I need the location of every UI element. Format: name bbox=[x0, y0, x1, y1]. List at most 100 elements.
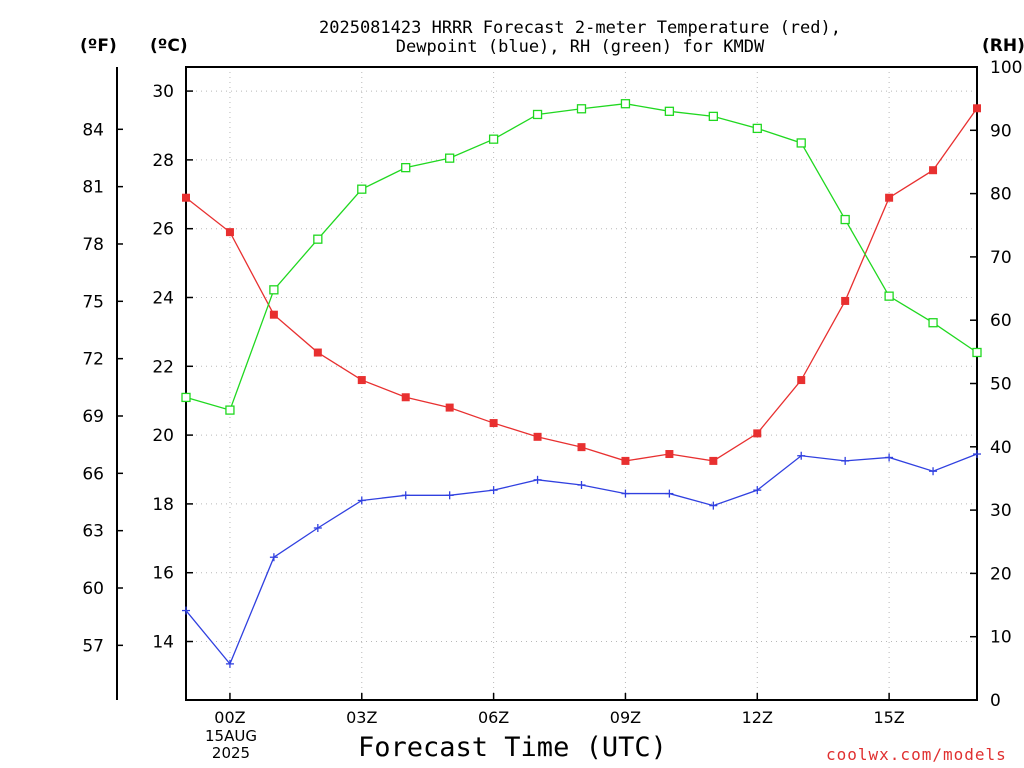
celsius-unit-label: (ºC) bbox=[150, 36, 188, 56]
celsius-tick-label: 26 bbox=[152, 220, 174, 240]
rh-point bbox=[225, 405, 235, 415]
rh-tick-label: 100 bbox=[990, 58, 1022, 78]
rh-point bbox=[313, 234, 323, 244]
temperature-point bbox=[182, 193, 190, 202]
fahrenheit-tick-label: 78 bbox=[82, 235, 104, 255]
rh-point bbox=[488, 134, 499, 144]
fahrenheit-unit-label: (ºF) bbox=[80, 36, 117, 56]
dewpoint-point bbox=[489, 486, 498, 495]
x-tick-label: 12Z bbox=[742, 708, 773, 727]
celsius-tick-label: 30 bbox=[152, 82, 174, 102]
watermark-link[interactable]: coolwx.com/models bbox=[826, 745, 1007, 764]
dewpoint-point bbox=[269, 553, 278, 562]
temperature-point bbox=[533, 432, 542, 441]
rh-point bbox=[576, 104, 587, 114]
rh-tick-label: 40 bbox=[990, 438, 1012, 458]
fahrenheit-tick-label: 84 bbox=[82, 120, 104, 140]
rh-tick-label: 90 bbox=[990, 121, 1012, 141]
dewpoint-point bbox=[973, 450, 981, 459]
temperature-point bbox=[489, 419, 498, 428]
fahrenheit-tick-label: 69 bbox=[82, 407, 104, 427]
date-label-day: 15AUG bbox=[205, 727, 257, 745]
rh-point bbox=[840, 214, 850, 225]
rh-tick-label: 50 bbox=[990, 375, 1012, 395]
rh-point bbox=[708, 111, 718, 122]
temperature-point bbox=[885, 193, 894, 202]
fahrenheit-tick-label: 81 bbox=[82, 178, 104, 198]
series-lines bbox=[181, 99, 982, 668]
temperature-point bbox=[225, 228, 234, 237]
chart-title-line-1: 2025081423 HRRR Forecast 2-meter Tempera… bbox=[319, 18, 841, 38]
rh-point bbox=[181, 392, 191, 403]
x-axis-title: Forecast Time (UTC) bbox=[358, 732, 667, 763]
rh-point bbox=[620, 99, 631, 109]
rh-point bbox=[796, 138, 806, 148]
celsius-tick-label: 22 bbox=[152, 357, 174, 377]
rh-line bbox=[185, 103, 978, 411]
temperature-point bbox=[357, 376, 366, 385]
dewpoint-point bbox=[621, 489, 630, 498]
temperature-point bbox=[709, 456, 718, 465]
plot-frame bbox=[185, 66, 978, 701]
fahrenheit-tick-label: 66 bbox=[82, 464, 104, 484]
rh-unit-label: (RH) bbox=[982, 36, 1024, 56]
rh-point bbox=[972, 347, 982, 358]
rh-tick-label: 20 bbox=[990, 564, 1012, 584]
dewpoint-point bbox=[182, 606, 190, 615]
dewpoint-point bbox=[401, 491, 410, 500]
celsius-tick-label: 18 bbox=[152, 495, 174, 515]
x-tick-label: 00Z bbox=[214, 708, 245, 727]
date-label-year: 2025 bbox=[211, 744, 251, 762]
x-tick-label: 15Z bbox=[873, 708, 904, 727]
temperature-point bbox=[313, 348, 322, 357]
dewpoint-point bbox=[357, 496, 366, 505]
tick-labels: 14 16 18 20 22 24 26 28 30 57 60 63 66 69 72 75 78 81 84 0 1… bbox=[82, 58, 1022, 727]
rh-point bbox=[664, 106, 675, 116]
temperature-point bbox=[973, 104, 981, 113]
celsius-tick-label: 14 bbox=[152, 633, 174, 653]
rh-tick-label: 70 bbox=[990, 248, 1012, 268]
fahrenheit-tick-label: 75 bbox=[82, 292, 104, 312]
rh-point bbox=[445, 153, 455, 163]
dewpoint-point bbox=[225, 659, 234, 668]
rh-tick-label: 80 bbox=[990, 185, 1012, 205]
rh-point bbox=[928, 318, 938, 328]
dewpoint-point bbox=[577, 480, 586, 489]
celsius-tick-label: 28 bbox=[152, 151, 174, 171]
temperature-point bbox=[577, 443, 586, 452]
rh-tick-label: 0 bbox=[990, 691, 1001, 711]
fahrenheit-tick-label: 57 bbox=[82, 636, 104, 656]
temperature-point bbox=[841, 296, 850, 305]
celsius-tick-label: 24 bbox=[152, 288, 174, 308]
celsius-tick-label: 20 bbox=[152, 426, 174, 446]
temperature-line bbox=[185, 107, 978, 462]
grid-lines bbox=[186, 67, 977, 700]
chart-title-line-2: Dewpoint (blue), RH (green) for KMDW bbox=[395, 37, 765, 57]
temperature-point bbox=[445, 403, 454, 412]
dewpoint-point bbox=[533, 475, 542, 484]
rh-point bbox=[357, 184, 367, 194]
temperature-point bbox=[797, 376, 806, 385]
rh-tick-label: 10 bbox=[990, 628, 1012, 648]
x-tick-label: 06Z bbox=[478, 708, 509, 727]
axes bbox=[116, 66, 978, 701]
dewpoint-point bbox=[929, 467, 938, 476]
temperature-point bbox=[929, 166, 938, 175]
dewpoint-point bbox=[445, 491, 454, 500]
rh-point bbox=[269, 285, 279, 295]
dewpoint-point bbox=[841, 456, 850, 465]
temperature-point bbox=[753, 429, 762, 438]
rh-point bbox=[752, 123, 762, 134]
temperature-point bbox=[269, 310, 278, 319]
dewpoint-point bbox=[313, 523, 322, 532]
temperature-point bbox=[401, 393, 410, 402]
dewpoint-point bbox=[797, 451, 806, 460]
temperature-point bbox=[665, 450, 674, 459]
x-tick-label: 03Z bbox=[346, 708, 377, 727]
celsius-tick-label: 16 bbox=[152, 564, 174, 584]
dewpoint-point bbox=[709, 501, 718, 510]
rh-tick-label: 30 bbox=[990, 501, 1012, 521]
fahrenheit-tick-label: 60 bbox=[82, 579, 104, 599]
x-tick-label: 09Z bbox=[610, 708, 641, 727]
